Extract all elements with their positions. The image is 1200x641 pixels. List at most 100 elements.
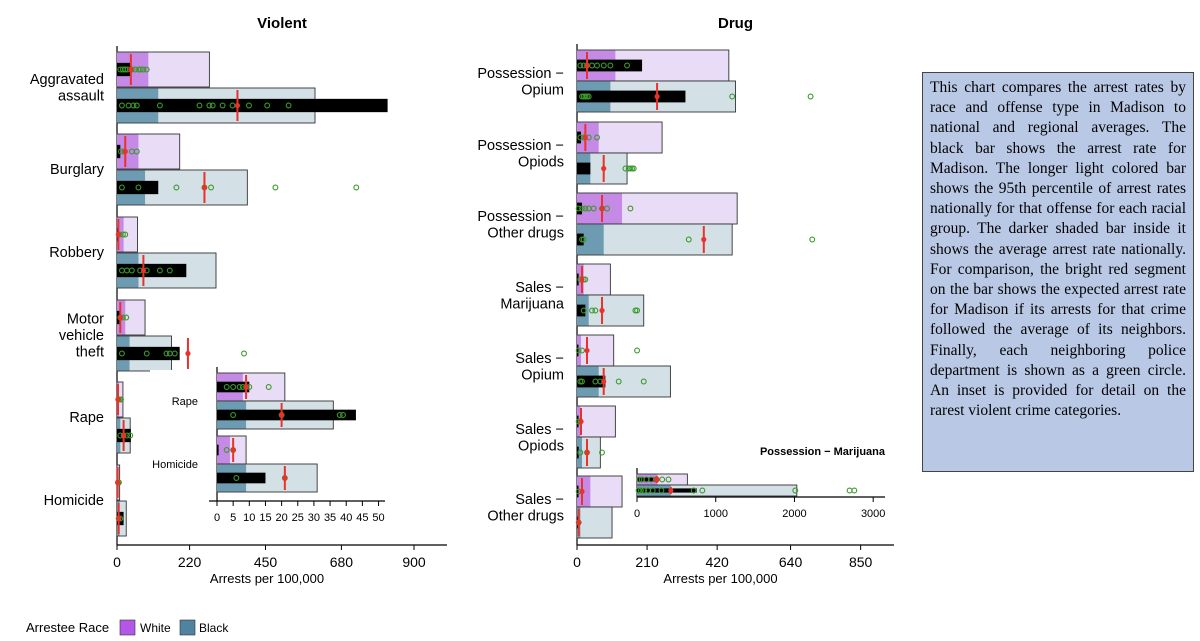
- category-label: Sales −: [515, 280, 564, 296]
- neighbor-circle: [729, 93, 736, 100]
- neighbor-circle: [658, 487, 665, 494]
- neighbor-circle: [137, 66, 144, 73]
- neighbor-circle: [143, 66, 150, 73]
- neighbor-circle: [353, 184, 360, 191]
- x-tick-label: 20: [275, 512, 287, 524]
- neighbor-circle: [589, 307, 595, 314]
- neighbor-circle: [579, 378, 585, 385]
- explanation-note: This chart compares the arrest rates by …: [922, 72, 1194, 472]
- madison-bar: [217, 409, 356, 421]
- p95-bar: [576, 506, 613, 539]
- neighbor-circle: [579, 347, 585, 354]
- neighbor-circle: [665, 476, 672, 483]
- neighbor-circle: [264, 102, 271, 109]
- neighbor-circle: [135, 184, 142, 191]
- expected-rate-dot: [128, 66, 134, 73]
- expected-rate-dot: [117, 314, 123, 321]
- madison-bar: [577, 375, 606, 388]
- neighbor-circle: [699, 487, 706, 494]
- category-label: Possession −: [477, 209, 564, 225]
- neighbor-circle: [630, 165, 637, 172]
- neighbor-circle: [156, 267, 163, 274]
- neighbor-circle: [649, 487, 656, 494]
- madison-bar: [117, 346, 180, 361]
- neighbor-circle: [594, 134, 600, 141]
- neighbor-circle: [635, 487, 642, 494]
- neighbor-circle: [133, 102, 140, 109]
- madison-bar: [577, 485, 579, 498]
- madison-bar: [217, 444, 219, 456]
- neighbor-circle: [140, 66, 147, 73]
- neighbor-circle: [118, 102, 125, 109]
- x-tick-label: 25: [292, 512, 304, 524]
- category-label: Possession − Marijuana: [760, 446, 886, 458]
- neighbor-circle: [123, 314, 130, 321]
- neighbor-circle: [196, 102, 203, 109]
- expected-rate-dot: [579, 276, 585, 283]
- neighbor-circle: [122, 66, 129, 73]
- neighbor-circle: [163, 350, 170, 357]
- neighbor-circle: [637, 487, 644, 494]
- x-tick-label: 680: [330, 554, 354, 570]
- legend-title: Arrestee Race: [26, 620, 109, 635]
- category-label: Sales −: [515, 422, 564, 438]
- neighbor-circle: [143, 350, 150, 357]
- expected-rate-dot: [578, 418, 584, 425]
- panel-violent-inset: 0 5 10 15 20 25 30 35 40 45 50 Rape Homicide: [152, 367, 385, 524]
- neighbor-circle: [579, 205, 585, 212]
- x-tick-label: 1000: [703, 508, 727, 520]
- panel-title: Violent: [257, 15, 307, 32]
- madison-bar: [117, 180, 159, 195]
- neighbor-circle: [209, 102, 216, 109]
- p95-bar: [576, 334, 615, 367]
- neighbor-circle: [690, 487, 697, 494]
- category-label: Burglary: [50, 162, 105, 178]
- expected-rate-dot: [279, 412, 285, 418]
- neighbor-circle: [272, 184, 279, 191]
- x-tick-label: 450: [254, 554, 278, 570]
- neighbor-circle: [265, 384, 272, 390]
- legend-swatch-black: [179, 619, 196, 636]
- legend-swatch-white: [119, 619, 136, 636]
- expected-rate-dot: [201, 184, 208, 191]
- category-label: Other drugs: [487, 225, 564, 241]
- madison-bar: [637, 477, 659, 482]
- neighbor-circle: [156, 102, 163, 109]
- neighbor-circle: [792, 487, 799, 494]
- neighbor-circle: [580, 236, 587, 243]
- x-tick-label: 3000: [861, 508, 885, 520]
- average-bar: [577, 335, 582, 366]
- x-tick-label: 35: [324, 512, 336, 524]
- expected-rate-dot: [601, 378, 607, 385]
- x-tick-label: 0: [113, 554, 121, 570]
- madison-bar: [117, 98, 388, 113]
- x-axis-title: Arrests per 100,000: [210, 571, 324, 586]
- category-label: Possession −: [477, 138, 564, 154]
- x-tick-label: 50: [372, 512, 384, 524]
- expected-rate-dot: [140, 267, 146, 274]
- category-label: Other drugs: [487, 508, 564, 524]
- category-label: theft: [76, 345, 104, 361]
- expected-rate-dot: [601, 165, 607, 172]
- x-tick-label: 0: [573, 554, 581, 570]
- neighbor-circle: [659, 476, 666, 483]
- x-tick-label: 0: [214, 512, 220, 524]
- category-label: Marijuana: [500, 296, 565, 312]
- madison-bar: [217, 381, 250, 393]
- neighbor-circle: [685, 236, 692, 243]
- expected-rate-dot: [654, 93, 660, 100]
- neighbor-circle: [641, 487, 648, 494]
- category-label: vehicle: [59, 328, 104, 344]
- neighbor-circle: [615, 378, 622, 385]
- category-label: Opium: [521, 82, 564, 98]
- x-tick-label: 2000: [782, 508, 806, 520]
- expected-rate-dot: [584, 347, 590, 354]
- expected-rate-dot: [243, 384, 249, 390]
- neighbor-circle: [575, 347, 582, 354]
- expected-rate-dot: [701, 236, 707, 243]
- neighbor-circle: [206, 102, 213, 109]
- panel-drug: Drug 0 210 420 640 850 Arrests per 100,000 Poss…: [477, 15, 894, 586]
- neighbor-circle: [127, 432, 134, 439]
- neighbor-circle: [340, 412, 346, 418]
- x-axis-title: Arrests per 100,000: [663, 571, 777, 586]
